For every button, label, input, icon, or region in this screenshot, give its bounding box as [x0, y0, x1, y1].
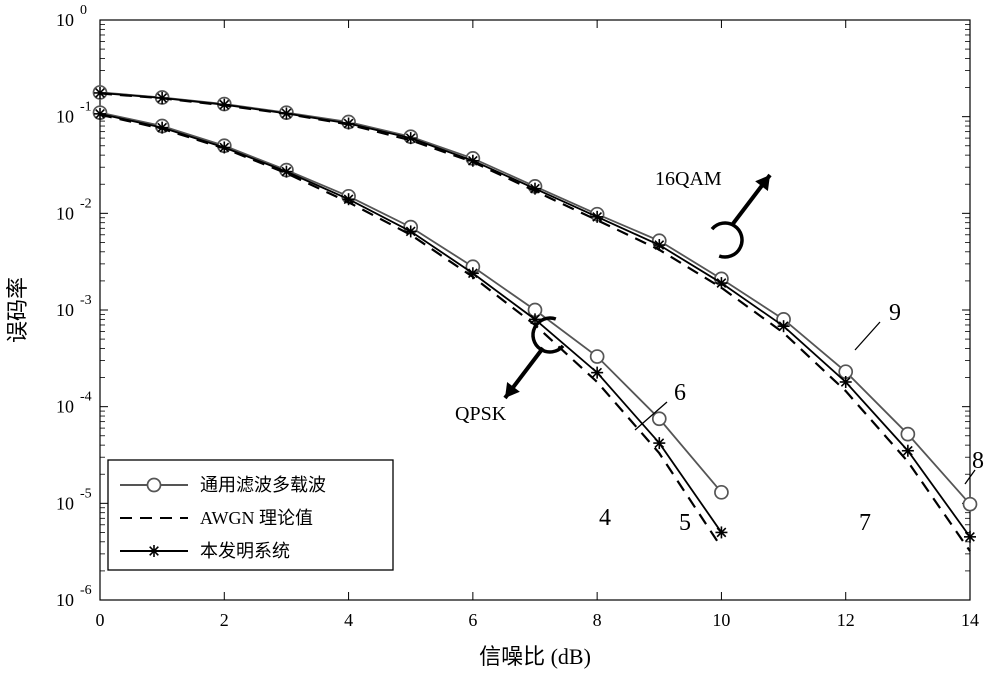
y-tick-exp: -1	[80, 100, 92, 115]
asterisk-marker	[343, 117, 355, 129]
asterisk-marker	[591, 211, 603, 223]
asterisk-marker	[964, 531, 976, 543]
asterisk-marker	[94, 108, 106, 120]
x-tick-label: 10	[712, 610, 730, 630]
y-tick-label: 10	[56, 590, 74, 610]
y-tick-label: 10	[56, 107, 74, 127]
asterisk-marker	[148, 545, 160, 557]
asterisk-marker	[280, 107, 292, 119]
num-label-5: 5	[679, 510, 691, 536]
asterisk-marker	[715, 277, 727, 289]
x-tick-label: 2	[220, 610, 229, 630]
asterisk-marker	[405, 132, 417, 144]
asterisk-marker	[343, 193, 355, 205]
asterisk-marker	[218, 141, 230, 153]
qam-label: 16QAM	[655, 168, 722, 190]
y-tick-label: 10	[56, 493, 74, 513]
asterisk-marker	[840, 376, 852, 388]
asterisk-marker	[778, 320, 790, 332]
circle-marker	[653, 412, 666, 425]
y-tick-exp: -2	[80, 196, 92, 211]
legend-circle-icon	[148, 479, 161, 492]
circle-marker	[901, 428, 914, 441]
num-label-7: 7	[859, 510, 871, 536]
asterisk-marker	[715, 526, 727, 538]
qpsk-label: QPSK	[455, 403, 507, 425]
num-label-6: 6	[674, 380, 686, 406]
num-label-8: 8	[972, 448, 984, 474]
legend-label: AWGN 理论值	[200, 508, 313, 528]
y-tick-exp: -4	[80, 390, 92, 405]
circle-marker	[964, 498, 977, 511]
asterisk-marker	[467, 155, 479, 167]
y-tick-label: 10	[56, 300, 74, 320]
legend-label: 本发明系统	[200, 541, 290, 561]
y-tick-exp: -6	[80, 583, 92, 598]
circle-marker	[715, 486, 728, 499]
asterisk-marker	[405, 225, 417, 237]
num-label-9: 9	[889, 300, 901, 326]
qam-arc	[712, 223, 742, 257]
legend-label: 通用滤波多载波	[200, 475, 326, 495]
series-qpsk_ufmc	[100, 113, 721, 493]
ber-vs-snr-chart: 0 2 4 6 8 10 12 14 10 0 10 -1 10 -2 10 -3 10 -4 10 -5 10 -6 信噪…	[0, 0, 1000, 676]
x-tick-label: 0	[96, 610, 105, 630]
x-axis-title: 信噪比 (dB)	[479, 644, 591, 669]
y-tick-label: 10	[56, 10, 74, 30]
asterisk-marker	[156, 92, 168, 104]
circle-marker	[591, 350, 604, 363]
y-axis-title: 误码率	[5, 277, 30, 343]
asterisk-marker	[467, 267, 479, 279]
x-tick-label: 4	[344, 610, 353, 630]
y-tick-exp: -3	[80, 293, 92, 308]
num-label-4: 4	[599, 505, 611, 531]
asterisk-marker	[653, 239, 665, 251]
series-qam_ufmc	[100, 92, 970, 504]
asterisk-marker	[653, 437, 665, 449]
asterisk-marker	[902, 445, 914, 457]
x-tick-label: 12	[837, 610, 855, 630]
asterisk-marker	[218, 99, 230, 111]
y-tick-label: 10	[56, 397, 74, 417]
asterisk-marker	[591, 367, 603, 379]
lead-9	[855, 322, 880, 350]
asterisk-marker	[529, 183, 541, 195]
x-tick-label: 6	[468, 610, 477, 630]
y-tick-exp: 0	[80, 3, 87, 18]
y-tick-exp: -5	[80, 486, 92, 501]
asterisk-marker	[280, 166, 292, 178]
x-tick-label: 14	[961, 610, 979, 630]
asterisk-marker	[94, 87, 106, 99]
asterisk-marker	[156, 122, 168, 134]
y-tick-label: 10	[56, 203, 74, 223]
x-tick-label: 8	[593, 610, 602, 630]
